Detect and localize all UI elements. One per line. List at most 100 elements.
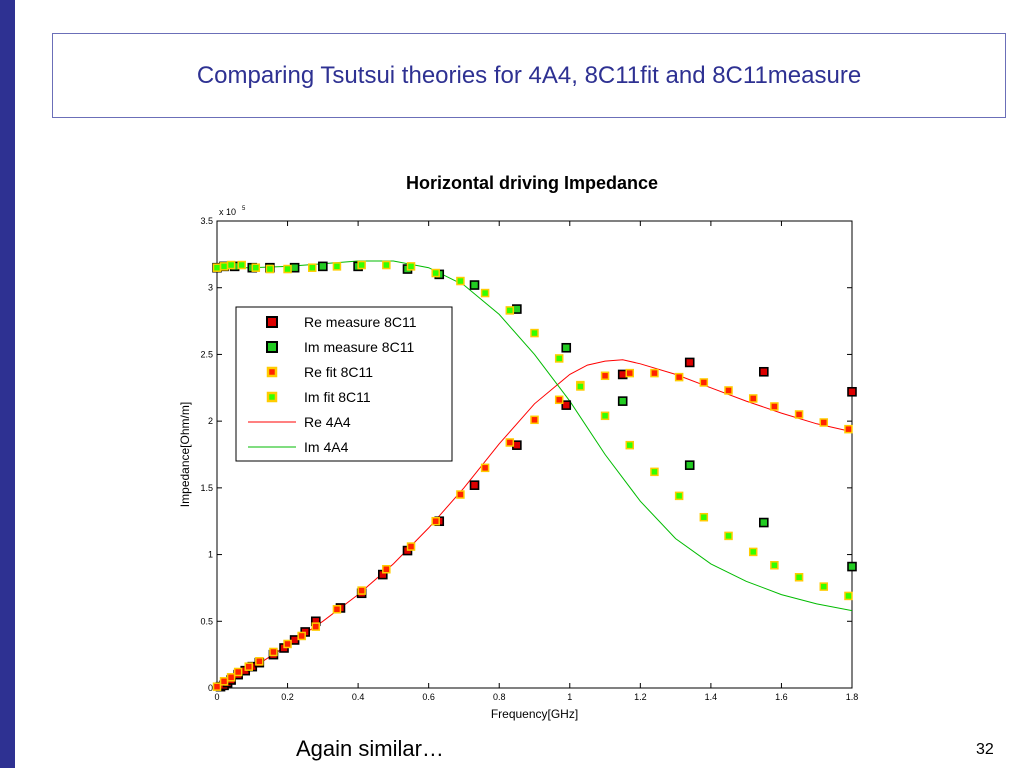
x-tick-label: 1.8 xyxy=(846,692,859,702)
x-tick-label: 1.4 xyxy=(705,692,718,702)
data-point-re-measure-8c11 xyxy=(684,357,695,368)
data-point-im-fit-8c11 xyxy=(431,268,440,278)
data-point-re-fit-8c11 xyxy=(794,410,804,419)
y-tick-label: 0 xyxy=(208,683,213,693)
data-point-re-fit-8c11 xyxy=(600,371,610,381)
legend-label-im-measure-8c11: Im measure 8C11 xyxy=(304,339,414,355)
data-point-im-fit-8c11 xyxy=(265,264,275,274)
data-point-re-fit-8c11 xyxy=(283,639,292,649)
data-point-im-fit-8c11 xyxy=(226,260,236,270)
y-axis-label: Impedance[Ohm/m] xyxy=(178,402,192,507)
data-point-im-fit-8c11 xyxy=(554,354,564,363)
legend-label-re-4a4: Re 4A4 xyxy=(304,414,351,430)
data-point-im-fit-8c11 xyxy=(212,263,222,272)
data-point-re-fit-8c11 xyxy=(382,564,391,574)
data-point-im-fit-8c11 xyxy=(724,531,733,541)
y-multiplier-exponent: 5 xyxy=(242,206,246,212)
y-tick-label: 1 xyxy=(208,550,213,560)
data-point-im-fit-8c11 xyxy=(308,263,317,272)
data-point-re-fit-8c11 xyxy=(456,490,465,499)
slide-title-box: Comparing Tsutsui theories for 4A4, 8C11… xyxy=(52,33,1006,118)
plot-frame xyxy=(216,220,853,689)
data-point-re-fit-8c11 xyxy=(505,438,515,447)
plot-layer: 0 0.2 0.4 0.6 0.8 1 1.2 1.4 1.6 1.8 0 0.5 1 1.5 2 2.5 3 3… xyxy=(178,206,858,721)
x-tick-label: 0.6 xyxy=(422,692,435,702)
data-point-im-fit-8c11 xyxy=(283,264,292,274)
data-point-im-fit-8c11 xyxy=(625,440,634,450)
legend-swatch-im-measure-8c11 xyxy=(266,341,278,353)
data-point-im-fit-8c11 xyxy=(699,512,709,522)
data-point-im-fit-8c11 xyxy=(530,328,539,338)
data-point-re-measure-8c11 xyxy=(847,386,857,397)
x-tick-label: 0.8 xyxy=(493,692,506,702)
data-point-re-measure-8c11 xyxy=(469,480,480,490)
data-point-im-fit-8c11 xyxy=(480,288,490,298)
data-point-im-fit-8c11 xyxy=(650,467,659,477)
data-point-re-fit-8c11 xyxy=(233,667,243,677)
data-point-im-measure-8c11 xyxy=(289,262,300,273)
data-point-re-fit-8c11 xyxy=(530,415,539,425)
legend-label-im-4a4: Im 4A4 xyxy=(304,439,349,455)
legend-label-im-fit-8c11: Im fit 8C11 xyxy=(304,389,371,405)
data-point-im-fit-8c11 xyxy=(332,262,342,271)
data-point-re-fit-8c11 xyxy=(699,378,709,387)
slide-left-accent-bar xyxy=(0,0,15,768)
data-point-im-fit-8c11 xyxy=(674,491,684,501)
x-tick-label: 1.2 xyxy=(634,692,647,702)
data-point-im-measure-8c11 xyxy=(469,280,480,290)
y-multiplier-label: x 10 xyxy=(219,207,236,217)
data-point-im-measure-8c11 xyxy=(759,517,769,528)
data-point-re-fit-8c11 xyxy=(357,586,366,595)
x-tick-label: 1.6 xyxy=(775,692,788,702)
data-point-re-fit-8c11 xyxy=(255,657,264,666)
data-point-re-fit-8c11 xyxy=(269,647,278,657)
data-point-re-fit-8c11 xyxy=(212,682,222,691)
data-point-im-fit-8c11 xyxy=(576,382,585,391)
data-point-re-fit-8c11 xyxy=(674,372,684,382)
y-tick-label: 2 xyxy=(208,416,213,426)
data-point-re-fit-8c11 xyxy=(724,386,733,395)
data-point-im-fit-8c11 xyxy=(770,560,779,570)
data-point-im-fit-8c11 xyxy=(382,260,391,270)
data-point-im-fit-8c11 xyxy=(456,276,465,286)
legend-swatch-re-measure-8c11 xyxy=(266,316,278,328)
data-point-re-fit-8c11 xyxy=(332,605,342,614)
data-point-im-fit-8c11 xyxy=(819,582,829,591)
data-point-re-measure-8c11 xyxy=(561,400,572,410)
data-point-im-fit-8c11 xyxy=(505,306,515,315)
slide-footer-text: Again similar… xyxy=(296,736,444,761)
data-point-re-measure-8c11 xyxy=(759,366,769,377)
x-axis-label: Frequency[GHz] xyxy=(491,707,578,721)
data-point-re-fit-8c11 xyxy=(406,542,416,551)
data-point-im-fit-8c11 xyxy=(237,260,246,270)
data-point-re-measure-8c11 xyxy=(617,369,628,380)
data-point-re-fit-8c11 xyxy=(625,368,634,378)
data-point-re-fit-8c11 xyxy=(480,463,490,473)
legend-label-re-fit-8c11: Re fit 8C11 xyxy=(304,364,373,380)
data-point-re-fit-8c11 xyxy=(819,418,829,427)
data-point-re-fit-8c11 xyxy=(748,394,758,403)
data-point-im-fit-8c11 xyxy=(251,263,261,272)
data-point-im-measure-8c11 xyxy=(847,561,857,572)
data-point-re-fit-8c11 xyxy=(311,622,321,631)
data-point-re-measure-8c11 xyxy=(512,440,522,450)
data-point-re-fit-8c11 xyxy=(297,631,306,641)
legend-swatch-re-fit-8c11 xyxy=(266,366,278,378)
data-point-im-fit-8c11 xyxy=(794,573,804,582)
data-point-re-fit-8c11 xyxy=(219,677,229,686)
data-point-im-measure-8c11 xyxy=(561,342,572,353)
legend-swatch-im-fit-8c11 xyxy=(266,391,278,403)
y-tick-label: 1.5 xyxy=(200,483,213,493)
data-point-re-fit-8c11 xyxy=(770,402,779,411)
y-tick-label: 0.5 xyxy=(200,616,213,626)
data-point-im-measure-8c11 xyxy=(512,304,522,314)
data-point-re-fit-8c11 xyxy=(226,673,236,682)
x-tick-label: 0 xyxy=(214,692,219,702)
data-point-im-fit-8c11 xyxy=(600,411,610,421)
data-point-re-fit-8c11 xyxy=(554,395,564,405)
data-point-im-fit-8c11 xyxy=(748,547,758,557)
slide-title: Comparing Tsutsui theories for 4A4, 8C11… xyxy=(196,61,862,89)
data-point-re-fit-8c11 xyxy=(431,516,440,526)
x-tick-label: 0.4 xyxy=(352,692,365,702)
data-point-re-fit-8c11 xyxy=(244,662,253,671)
